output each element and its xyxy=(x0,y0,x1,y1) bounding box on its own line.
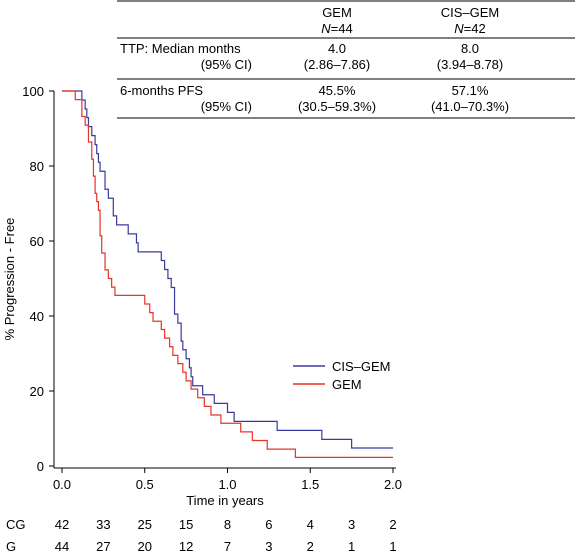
risk-count: 3 xyxy=(348,517,355,532)
risk-count: 25 xyxy=(138,517,152,532)
col-header-gem: GEM xyxy=(322,5,352,20)
plot-axes xyxy=(53,91,396,469)
legend-label-cis-gem: CIS–GEM xyxy=(332,359,391,374)
x-ticks: 0.0 0.5 1.0 1.5 2.0 xyxy=(53,468,402,492)
risk-count: 33 xyxy=(96,517,110,532)
risk-count: 8 xyxy=(224,517,231,532)
risk-count: 27 xyxy=(96,539,110,554)
row-sublabel-ttp: (95% CI) xyxy=(201,57,252,72)
legend: CIS–GEM GEM xyxy=(293,359,391,392)
pfs-gem-ci: (30.5–59.3%) xyxy=(298,99,376,114)
y-tick-label: 100 xyxy=(22,84,44,99)
risk-count: 6 xyxy=(265,517,272,532)
risk-count: 4 xyxy=(307,517,314,532)
x-tick-label: 1.5 xyxy=(301,477,319,492)
ttp-gem-value: 4.0 xyxy=(328,41,346,56)
risk-row-label: CG xyxy=(6,517,26,532)
ttp-cisgem-ci: (3.94–8.78) xyxy=(437,57,504,72)
risk-count: 12 xyxy=(179,539,193,554)
x-axis-label: Time in years xyxy=(186,493,264,508)
row-label-pfs: 6-months PFS xyxy=(120,83,203,98)
series-line-gem xyxy=(62,90,393,458)
pfs-cisgem-ci: (41.0–70.3%) xyxy=(431,99,509,114)
risk-count: 44 xyxy=(55,539,69,554)
risk-count: 15 xyxy=(179,517,193,532)
pfs-gem-value: 45.5% xyxy=(319,83,356,98)
y-tick-label: 80 xyxy=(30,159,44,174)
y-tick-label: 60 xyxy=(30,234,44,249)
row-sublabel-pfs: (95% CI) xyxy=(201,99,252,114)
col-header-gem-n-value: =44 xyxy=(331,21,353,36)
col-header-cisgem-n-value: =42 xyxy=(464,21,486,36)
risk-count: 1 xyxy=(389,539,396,554)
risk-count: 3 xyxy=(265,539,272,554)
y-tick-label: 20 xyxy=(30,384,44,399)
y-tick-label: 0 xyxy=(37,459,44,474)
x-tick-label: 0.5 xyxy=(136,477,154,492)
y-tick-label: 40 xyxy=(30,309,44,324)
risk-table: CG 42 33 25 15 8 6 4 3 2 G 44 27 20 12 7 3 2 1 1 xyxy=(6,517,397,554)
series-line-cis-gem xyxy=(62,90,393,449)
risk-row-label: G xyxy=(6,539,16,554)
survival-curves xyxy=(62,90,393,458)
y-ticks: 0 20 40 60 80 100 xyxy=(22,84,54,474)
row-label-ttp: TTP: Median months xyxy=(120,41,241,56)
ttp-cisgem-value: 8.0 xyxy=(461,41,479,56)
x-tick-label: 0.0 xyxy=(53,477,71,492)
pfs-cisgem-value: 57.1% xyxy=(452,83,489,98)
risk-count: 1 xyxy=(348,539,355,554)
ttp-gem-ci: (2.86–7.86) xyxy=(304,57,371,72)
risk-count: 20 xyxy=(138,539,152,554)
legend-label-gem: GEM xyxy=(332,377,362,392)
col-header-gem-n: N=44 xyxy=(321,21,352,36)
risk-count: 2 xyxy=(389,517,396,532)
col-header-cisgem-n: N=42 xyxy=(454,21,485,36)
risk-count: 2 xyxy=(307,539,314,554)
col-header-cisgem: CIS–GEM xyxy=(441,5,500,20)
x-tick-label: 2.0 xyxy=(384,477,402,492)
risk-count: 42 xyxy=(55,517,69,532)
risk-count: 7 xyxy=(224,539,231,554)
x-tick-label: 1.0 xyxy=(218,477,236,492)
y-axis-label: % Progression - Free xyxy=(2,218,17,341)
summary-table: GEM N=44 CIS–GEM N=42 TTP: Median months… xyxy=(117,0,575,119)
